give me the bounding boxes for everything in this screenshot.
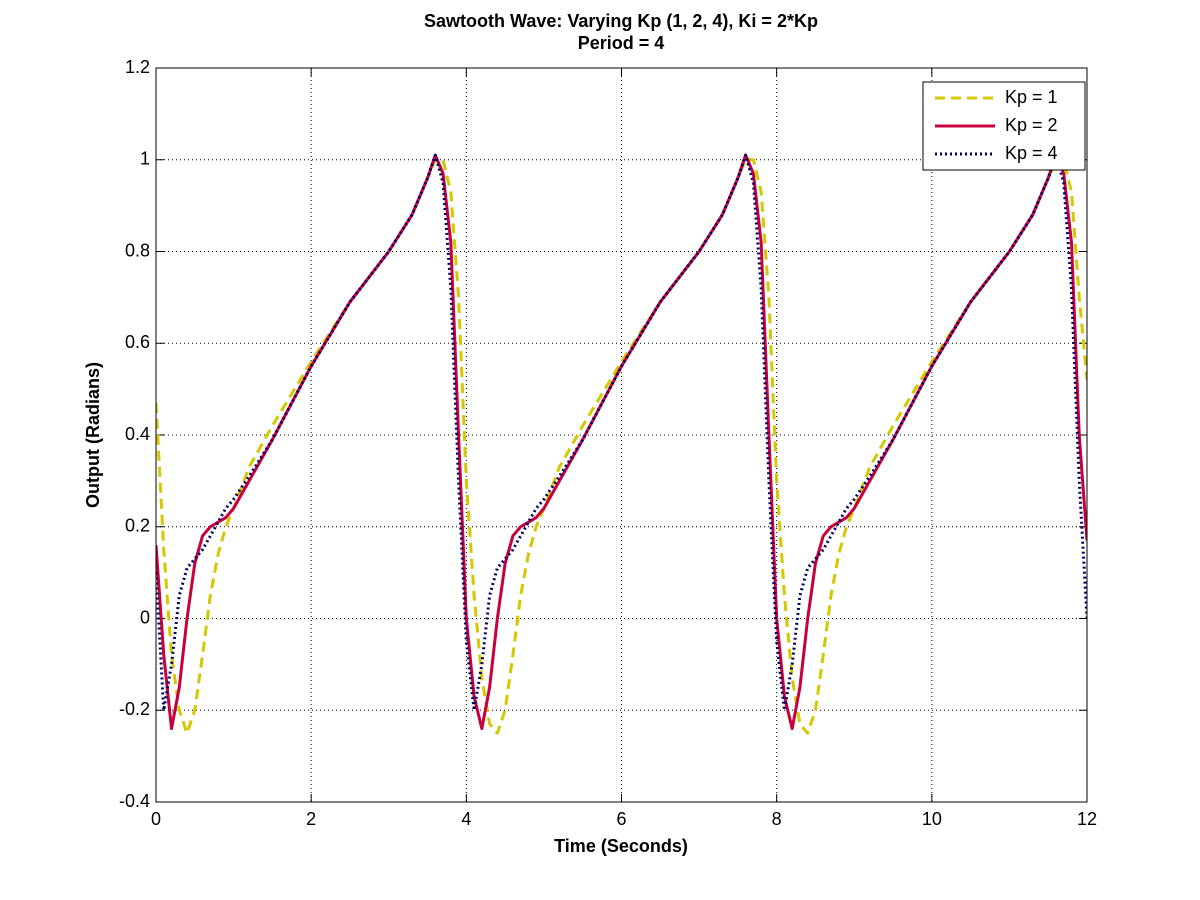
x-tick-label: 12 [1077,809,1097,829]
plot-frame [155,67,1088,803]
y-tick-label: 1.2 [125,57,150,77]
legend-label: Kp = 2 [1005,115,1058,135]
y-tick-label: -0.2 [119,699,150,719]
y-tick-label: -0.4 [119,791,150,811]
y-tick-label: 1 [140,149,150,169]
legend-label: Kp = 1 [1005,87,1058,107]
series-line [156,153,1087,731]
chart-subtitle: Period = 4 [578,33,665,53]
x-tick-label: 0 [151,809,161,829]
x-axis-label: Time (Seconds) [554,836,688,856]
x-tick-label: 4 [461,809,471,829]
legend-label: Kp = 4 [1005,143,1058,163]
x-tick-label: 10 [922,809,942,829]
y-axis-label: Output (Radians) [83,362,103,508]
chart-title: Sawtooth Wave: Varying Kp (1, 2, 4), Ki … [424,11,818,31]
y-tick-label: 0.8 [125,240,150,260]
y-tick-label: 0 [140,607,150,627]
x-tick-label: 8 [772,809,782,829]
x-tick-label: 6 [616,809,626,829]
y-tick-label: 0.4 [125,424,150,444]
y-tick-label: 0.2 [125,516,150,536]
x-tick-label: 2 [306,809,316,829]
y-tick-label: 0.6 [125,332,150,352]
series-line [156,158,1087,735]
